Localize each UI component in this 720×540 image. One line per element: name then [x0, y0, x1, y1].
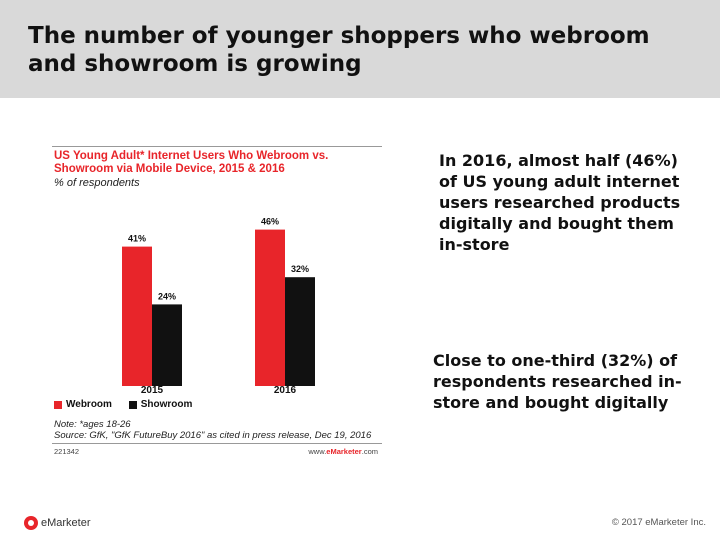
copyright: © 2017 eMarketer Inc. [611, 517, 706, 528]
chart-source-line: Source: GfK, "GfK FutureBuy 2016" as cit… [54, 430, 372, 441]
legend-item-webroom: Webroom [54, 399, 112, 410]
bar-webroom-2016 [255, 229, 285, 386]
chart-subtitle: % of respondents [54, 177, 140, 189]
x-tick-label-2015: 2015 [141, 385, 164, 394]
data-label-webroom-2015: 41% [128, 234, 146, 244]
chart-site-prefix: www. [308, 447, 327, 456]
header-band [0, 0, 720, 98]
legend-swatch-webroom [54, 400, 62, 409]
data-label-showroom-2016: 32% [291, 264, 309, 274]
x-tick-label-2016: 2016 [274, 385, 297, 394]
chart-bottom-rule [52, 443, 382, 444]
chart-site: www.eMarketer.com [308, 447, 378, 456]
emarketer-logo-icon [24, 516, 38, 530]
bar-showroom-2016 [285, 277, 315, 386]
chart-top-rule [52, 146, 382, 147]
legend-item-showroom: Showroom [128, 399, 193, 410]
emarketer-logo: eMarketer [24, 514, 91, 532]
chart-legend: Webroom Showroom [54, 399, 206, 412]
chart-panel: US Young Adult* Internet Users Who Webro… [52, 146, 384, 460]
chart-site-suffix: .com [361, 447, 378, 456]
chart-id: 221342 [54, 447, 80, 456]
legend-swatch-showroom [128, 400, 137, 409]
chart-site-brand: eMarketer [326, 447, 362, 456]
chart-note: Note: *ages 18-26 Source: GfK, "GfK Futu… [54, 419, 382, 441]
slide-title: The number of younger shoppers who webro… [28, 23, 650, 77]
logo-text: eMarketer [41, 517, 91, 529]
legend-label-webroom: Webroom [66, 399, 112, 410]
legend-label-showroom: Showroom [140, 399, 193, 410]
callout-webroom: In 2016, almost half (46%) of US young a… [439, 151, 681, 254]
bar-chart: 41% 24% 2015 46% 32% 2016 [122, 217, 315, 394]
data-label-webroom-2016: 46% [261, 217, 279, 227]
bar-webroom-2015 [122, 246, 152, 386]
chart-note-line: Note: *ages 18-26 [54, 419, 131, 430]
chart-title: US Young Adult* Internet Users Who Webro… [54, 150, 329, 175]
callout-showroom: Close to one-third (32%) of respondents … [433, 351, 682, 412]
bar-showroom-2015 [152, 304, 182, 386]
data-label-showroom-2015: 24% [158, 291, 176, 301]
